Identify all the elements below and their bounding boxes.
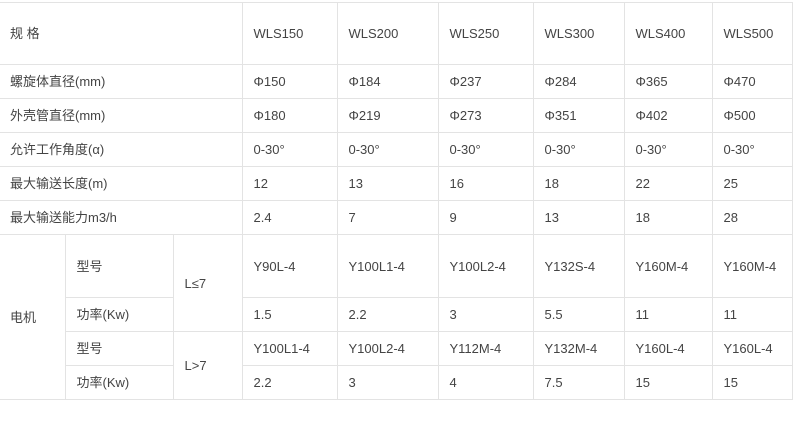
cell: 0-30° (336, 132, 439, 167)
cell: 0-30° (437, 132, 534, 167)
cell: Y112M-4 (437, 331, 534, 366)
header-row: 规 格 WLS150 WLS200 WLS250 WLS300 WLS400 W… (0, 2, 793, 65)
cell: 12 (241, 166, 338, 201)
cell: 22 (623, 166, 713, 201)
cell: 7 (336, 200, 439, 235)
cell: 0-30° (532, 132, 625, 167)
cell: 15 (711, 365, 793, 400)
cell: Φ180 (241, 98, 338, 133)
cell: 2.4 (241, 200, 338, 235)
cell: Φ184 (336, 64, 439, 99)
cell: 11 (711, 297, 793, 332)
cell: Y100L1-4 (241, 331, 338, 366)
row-label: 最大输送能力m3/h (0, 200, 243, 235)
table-row: 外壳管直径(mm) Φ180 Φ219 Φ273 Φ351 Φ402 Φ500 (0, 98, 793, 133)
cell: Y100L2-4 (336, 331, 439, 366)
cell: Φ351 (532, 98, 625, 133)
cell: 3 (437, 297, 534, 332)
cell: Y132S-4 (532, 234, 625, 298)
model-header: WLS500 (711, 2, 793, 65)
cell: Φ470 (711, 64, 793, 99)
cell: Y100L2-4 (437, 234, 534, 298)
length-condition: L>7 (172, 331, 243, 400)
cell: 2.2 (336, 297, 439, 332)
cell: Y160L-4 (711, 331, 793, 366)
motor-label: 电机 (0, 234, 66, 400)
cell: Φ219 (336, 98, 439, 133)
cell: Y160L-4 (623, 331, 713, 366)
cell: Y160M-4 (623, 234, 713, 298)
cell: 4 (437, 365, 534, 400)
row-label: 最大输送长度(m) (0, 166, 243, 201)
table-row: 螺旋体直径(mm) Φ150 Φ184 Φ237 Φ284 Φ365 Φ470 (0, 64, 793, 99)
cell: 3 (336, 365, 439, 400)
cell: 9 (437, 200, 534, 235)
cell: 1.5 (241, 297, 338, 332)
cell: Y90L-4 (241, 234, 338, 298)
table-row: 最大输送能力m3/h 2.4 7 9 13 18 28 (0, 200, 793, 235)
cell: 0-30° (241, 132, 338, 167)
motor-model-row: 电机 型号 L≤7 Y90L-4 Y100L1-4 Y100L2-4 Y132S-4 Y… (0, 234, 793, 400)
cell: Φ150 (241, 64, 338, 99)
row-label: 允许工作角度(α) (0, 132, 243, 167)
model-header: WLS300 (532, 2, 625, 65)
row-label: 螺旋体直径(mm) (0, 64, 243, 99)
motor-power-row: 功率(Kw) 1.5 2.2 3 5.5 11 11 (0, 297, 793, 332)
header-label: 规 格 (0, 2, 243, 65)
cell: 2.2 (241, 365, 338, 400)
cell: 18 (532, 166, 625, 201)
power-label: 功率(Kw) (64, 297, 174, 332)
model-header: WLS400 (623, 2, 713, 65)
cell: 13 (532, 200, 625, 235)
cell: Φ365 (623, 64, 713, 99)
cell: Φ500 (711, 98, 793, 133)
cell: Φ284 (532, 64, 625, 99)
table-row: 最大输送长度(m) 12 13 16 18 22 25 (0, 166, 793, 201)
cell: 7.5 (532, 365, 625, 400)
cell: 16 (437, 166, 534, 201)
row-label: 外壳管直径(mm) (0, 98, 243, 133)
model-header: WLS250 (437, 2, 534, 65)
model-header: WLS150 (241, 2, 338, 65)
model-header: WLS200 (336, 2, 439, 65)
cell: 15 (623, 365, 713, 400)
cell: Φ402 (623, 98, 713, 133)
power-label: 功率(Kw) (64, 365, 174, 400)
model-label: 型号 (64, 234, 174, 298)
cell: 18 (623, 200, 713, 235)
cell: Y160M-4 (711, 234, 793, 298)
model-label: 型号 (64, 331, 174, 366)
cell: Y100L1-4 (336, 234, 439, 298)
cell: 5.5 (532, 297, 625, 332)
cell: 11 (623, 297, 713, 332)
cell: 13 (336, 166, 439, 201)
spec-table: 规 格 WLS150 WLS200 WLS250 WLS300 WLS400 W… (0, 2, 793, 400)
cell: 0-30° (623, 132, 713, 167)
cell: 28 (711, 200, 793, 235)
cell: Φ273 (437, 98, 534, 133)
cell: Φ237 (437, 64, 534, 99)
motor-power-row: 功率(Kw) 2.2 3 4 7.5 15 15 (0, 365, 793, 400)
motor-model-row: 型号 L>7 Y100L1-4 Y100L2-4 Y112M-4 Y132M-4 Y16… (0, 331, 793, 400)
table-row: 允许工作角度(α) 0-30° 0-30° 0-30° 0-30° 0-30° 0-30° (0, 132, 793, 167)
length-condition: L≤7 (172, 234, 243, 332)
cell: 0-30° (711, 132, 793, 167)
cell: Y132M-4 (532, 331, 625, 366)
cell: 25 (711, 166, 793, 201)
